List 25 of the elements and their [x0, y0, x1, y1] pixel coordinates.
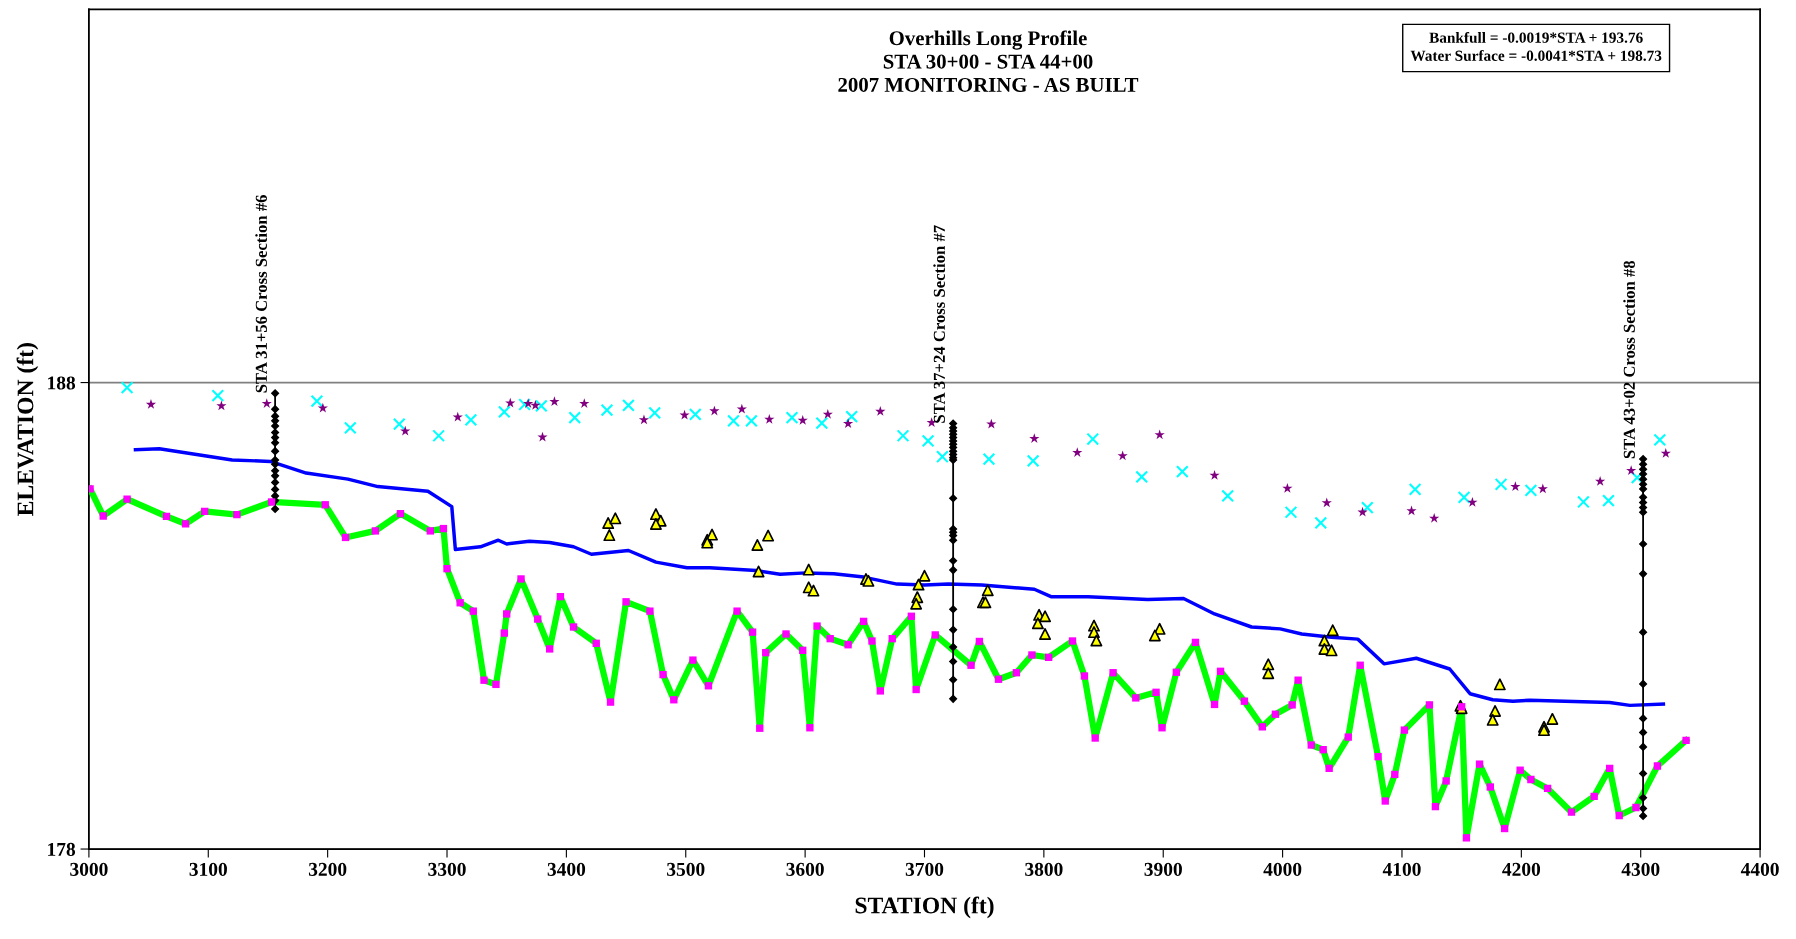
- x-tick-label: 3300: [428, 862, 466, 876]
- y-axis-title: ELEVATION (ft): [16, 343, 39, 516]
- x-tick-label: 3000: [70, 862, 108, 876]
- x-tick-label: 3600: [786, 862, 824, 876]
- x-tick-label: 3400: [547, 862, 586, 876]
- x-tick-label: 3700: [905, 862, 944, 876]
- x-tick-label: 3500: [667, 862, 705, 876]
- x-tick-label: 3800: [1025, 862, 1063, 876]
- text: STA 31+56 Cross Section #6: [255, 195, 267, 393]
- text: STA 30+00 - STA 44+00 2007 MONITORING - AS BUILT: [838, 54, 1139, 92]
- text: STA 37+24 Cross Section #7: [933, 225, 945, 423]
- x-tick-label: 4100: [1382, 862, 1421, 876]
- annotation: Bankfull = -0.0019*STA + 193.76 Water Surface = -0.0041*STA + 198.73: [1410, 31, 1662, 61]
- y-tick-label: 178: [48, 842, 76, 856]
- x-tick-label: 4200: [1502, 862, 1541, 876]
- x-tick-label: 3200: [308, 862, 347, 876]
- text: Overhills Long Profile: [889, 30, 1087, 50]
- x-tick-label: 4300: [1621, 862, 1660, 876]
- text: STA 43+02 Cross Section #8: [1623, 260, 1635, 459]
- x-tick-label: 3100: [189, 862, 227, 876]
- x-tick-label: 4400: [1740, 862, 1779, 876]
- x-axis-title: STATION (ft): [855, 896, 994, 919]
- x-tick-label: 3900: [1144, 862, 1182, 876]
- y-tick-label: 188: [48, 376, 76, 390]
- x-tick-label: 4000: [1263, 862, 1302, 876]
